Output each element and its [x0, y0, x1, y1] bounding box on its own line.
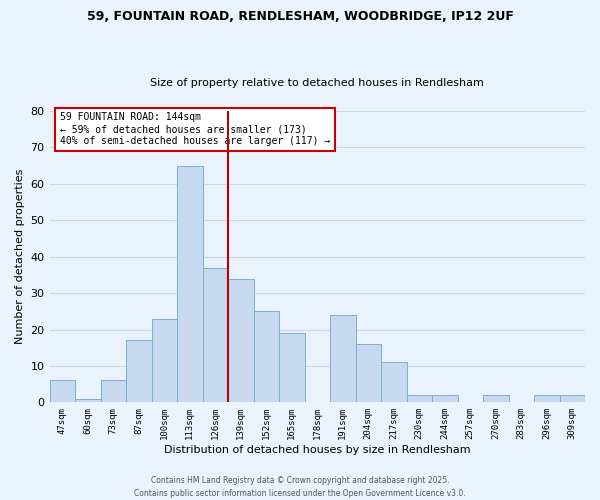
Bar	[381, 362, 407, 403]
Bar	[203, 268, 228, 402]
Bar	[483, 395, 509, 402]
Bar	[432, 395, 458, 402]
Bar	[356, 344, 381, 403]
Bar	[152, 318, 177, 402]
Bar	[228, 278, 254, 402]
Bar	[279, 333, 305, 402]
Title: Size of property relative to detached houses in Rendlesham: Size of property relative to detached ho…	[151, 78, 484, 88]
Y-axis label: Number of detached properties: Number of detached properties	[15, 169, 25, 344]
Bar	[330, 315, 356, 402]
Bar	[126, 340, 152, 402]
Text: 59, FOUNTAIN ROAD, RENDLESHAM, WOODBRIDGE, IP12 2UF: 59, FOUNTAIN ROAD, RENDLESHAM, WOODBRIDG…	[86, 10, 514, 23]
X-axis label: Distribution of detached houses by size in Rendlesham: Distribution of detached houses by size …	[164, 445, 470, 455]
Text: 59 FOUNTAIN ROAD: 144sqm
← 59% of detached houses are smaller (173)
40% of semi-: 59 FOUNTAIN ROAD: 144sqm ← 59% of detach…	[60, 112, 331, 146]
Bar	[177, 166, 203, 402]
Bar	[407, 395, 432, 402]
Bar	[101, 380, 126, 402]
Bar	[75, 398, 101, 402]
Bar	[560, 395, 585, 402]
Bar	[50, 380, 75, 402]
Bar	[534, 395, 560, 402]
Text: Contains HM Land Registry data © Crown copyright and database right 2025.
Contai: Contains HM Land Registry data © Crown c…	[134, 476, 466, 498]
Bar	[254, 312, 279, 402]
